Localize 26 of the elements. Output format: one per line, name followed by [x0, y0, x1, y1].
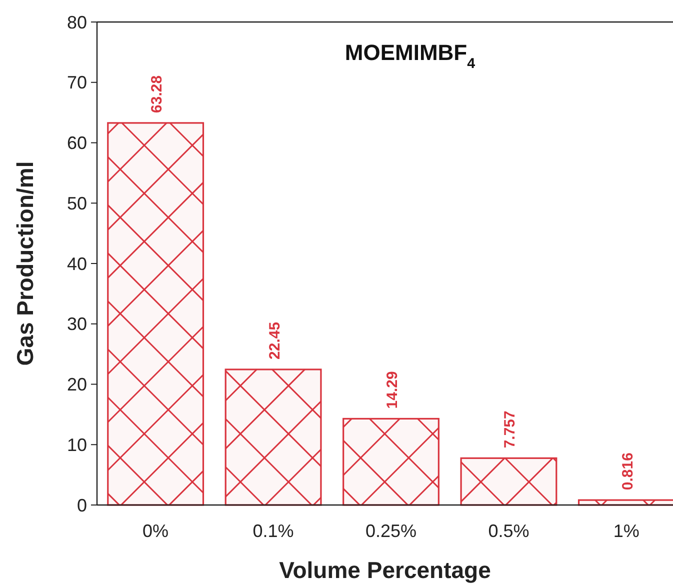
- data-label: 14.29: [384, 371, 401, 409]
- x-tick-label: 0%: [142, 521, 169, 541]
- x-tick-label: 0.25%: [365, 521, 417, 541]
- data-label: 0.816: [619, 452, 636, 490]
- y-tick-label: 40: [66, 254, 87, 274]
- bar: [224, 368, 322, 506]
- bar: [460, 457, 558, 506]
- y-tick-label: 0: [76, 495, 87, 516]
- x-axis-title: Volume Percentage: [279, 557, 491, 583]
- x-tick-label: 0.5%: [488, 521, 530, 541]
- bar: [107, 122, 204, 506]
- data-label: 7.757: [502, 410, 519, 448]
- y-axis-title: Gas Production/ml: [12, 161, 38, 366]
- x-tick-label: 0.1%: [252, 521, 294, 541]
- y-tick-label: 70: [66, 72, 87, 93]
- y-tick-label: 20: [66, 374, 87, 395]
- text: MOEMIMBF$_{4}$: [344, 40, 476, 72]
- y-tick-label: 10: [66, 434, 87, 455]
- y-tick-label: 30: [66, 314, 87, 334]
- y-tick-label: 60: [66, 133, 87, 154]
- y-tick-label: 80: [66, 12, 87, 32]
- x-tick-label: 1%: [613, 521, 640, 541]
- data-label: 63.28: [148, 75, 166, 113]
- data-label: 22.45: [266, 322, 284, 360]
- y-tick-label: 50: [66, 193, 87, 214]
- bar: [342, 418, 440, 506]
